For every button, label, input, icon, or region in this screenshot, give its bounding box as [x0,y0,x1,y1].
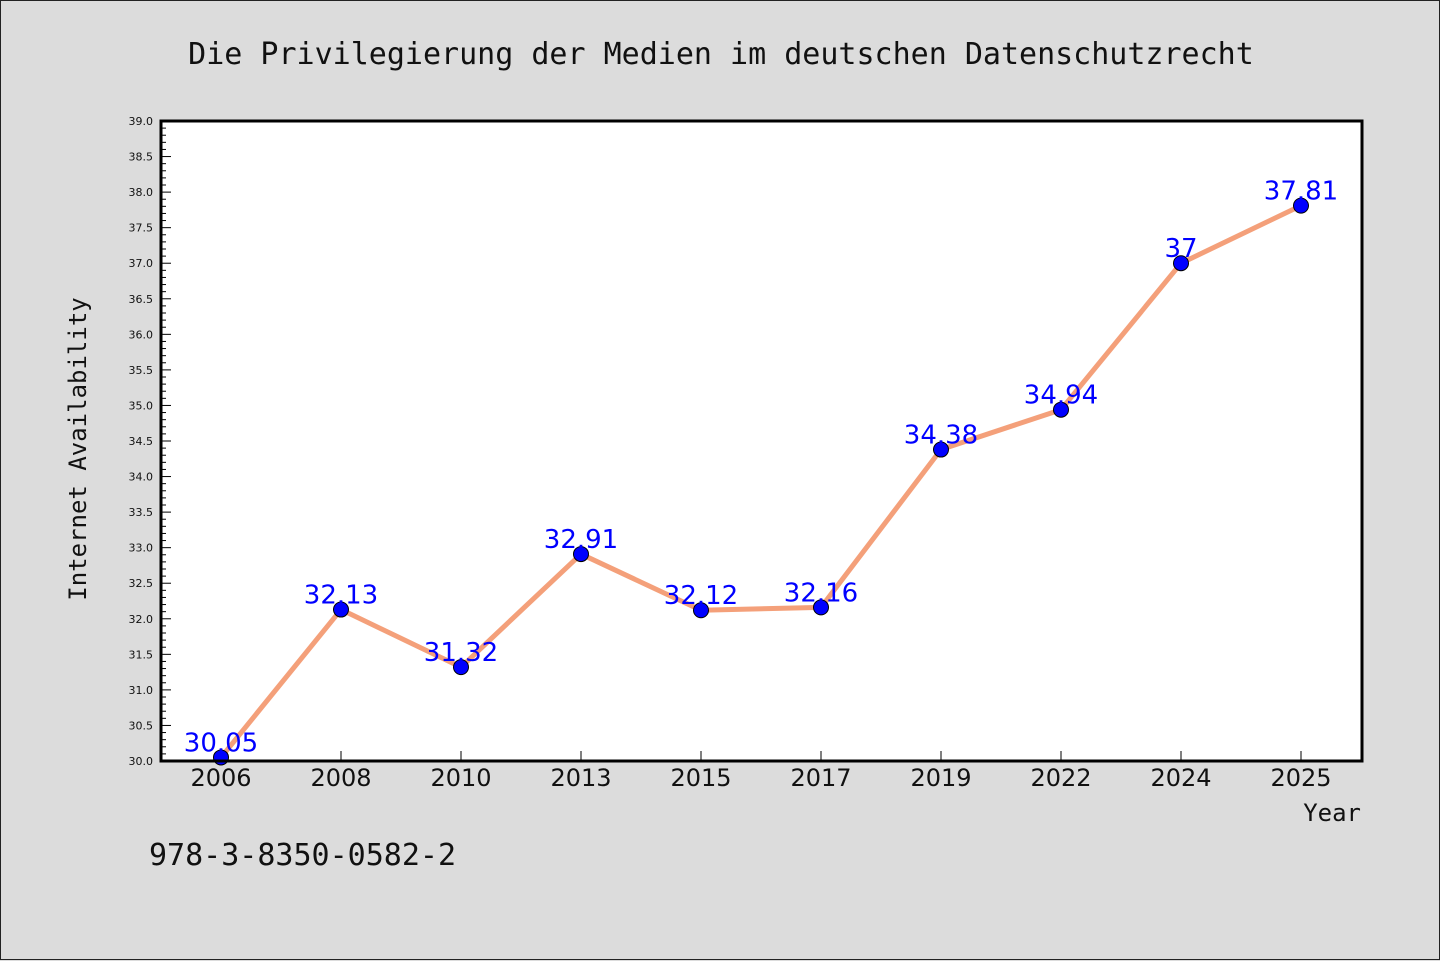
y-tick-label: 31.0 [129,684,154,697]
data-point [813,599,829,616]
data-label: 32.12 [664,581,738,611]
y-tick-label: 39.0 [129,115,154,128]
data-point [933,441,949,458]
x-tick-label: 2015 [670,764,731,792]
y-tick-label: 32.0 [129,613,154,626]
data-label: 34.94 [1024,381,1098,411]
x-tick-label: 2017 [790,764,851,792]
data-label: 34.38 [904,421,978,451]
y-tick-label: 37.0 [129,257,154,270]
plot-border [159,119,1364,763]
x-axis: 2006 2008 2010 2013 2015 2017 2019 2022 2024 2025 [190,751,1332,792]
data-label: 37.81 [1264,177,1338,207]
y-tick-label: 37.5 [129,222,154,235]
y-tick-label: 35.5 [129,364,154,377]
series-line [219,203,1303,760]
data-label: 32.16 [784,578,858,608]
data-label: 31.32 [424,638,498,668]
data-markers [213,197,1309,766]
data-point [1293,197,1309,214]
plot-area [161,121,1362,761]
y-tick-label: 33.0 [129,542,154,555]
data-point [453,659,469,676]
isbn-footer: 978-3-8350-0582-2 [149,838,456,873]
x-tick-label: 2024 [1150,764,1211,792]
x-tick-label: 2019 [910,764,971,792]
data-point [1173,255,1189,272]
data-point [573,546,589,563]
data-point [1053,401,1069,418]
data-label: 30.05 [184,728,258,758]
x-tick-label: 2013 [550,764,611,792]
y-tick-label: 36.0 [129,328,154,341]
y-tick-label: 38.0 [129,186,154,199]
y-tick-label: 35.0 [129,399,154,412]
x-tick-label: 2025 [1270,764,1331,792]
x-tick-label: 2022 [1030,764,1091,792]
data-point [693,602,709,619]
data-labels: 30.05 32.13 31.32 32.91 32.12 32.16 34.38 34.94… [184,177,1338,759]
data-point [333,601,349,618]
x-tick-label: 2010 [430,764,491,792]
y-tick-label: 30.5 [129,719,154,732]
y-tick-label: 34.0 [129,471,154,484]
y-tick-label: 36.5 [129,293,154,306]
y-tick-label: 38.5 [129,151,154,164]
y-axis-label: Internet Availability [64,297,92,600]
y-tick-label: 30.0 [129,755,154,768]
x-axis-label: Year [1303,799,1361,827]
data-label: 32.91 [544,525,618,555]
y-tick-label: 31.5 [129,648,154,661]
y-tick-label: 32.5 [129,577,154,590]
x-tick-label: 2006 [190,764,251,792]
data-label: 37 [1164,234,1197,264]
data-label: 32.13 [304,581,378,611]
y-tick-label: 34.5 [129,435,154,448]
y-tick-label: 33.5 [129,506,154,519]
x-tick-label: 2008 [310,764,371,792]
chart-title: Die Privilegierung der Medien im deutsch… [188,37,1254,72]
